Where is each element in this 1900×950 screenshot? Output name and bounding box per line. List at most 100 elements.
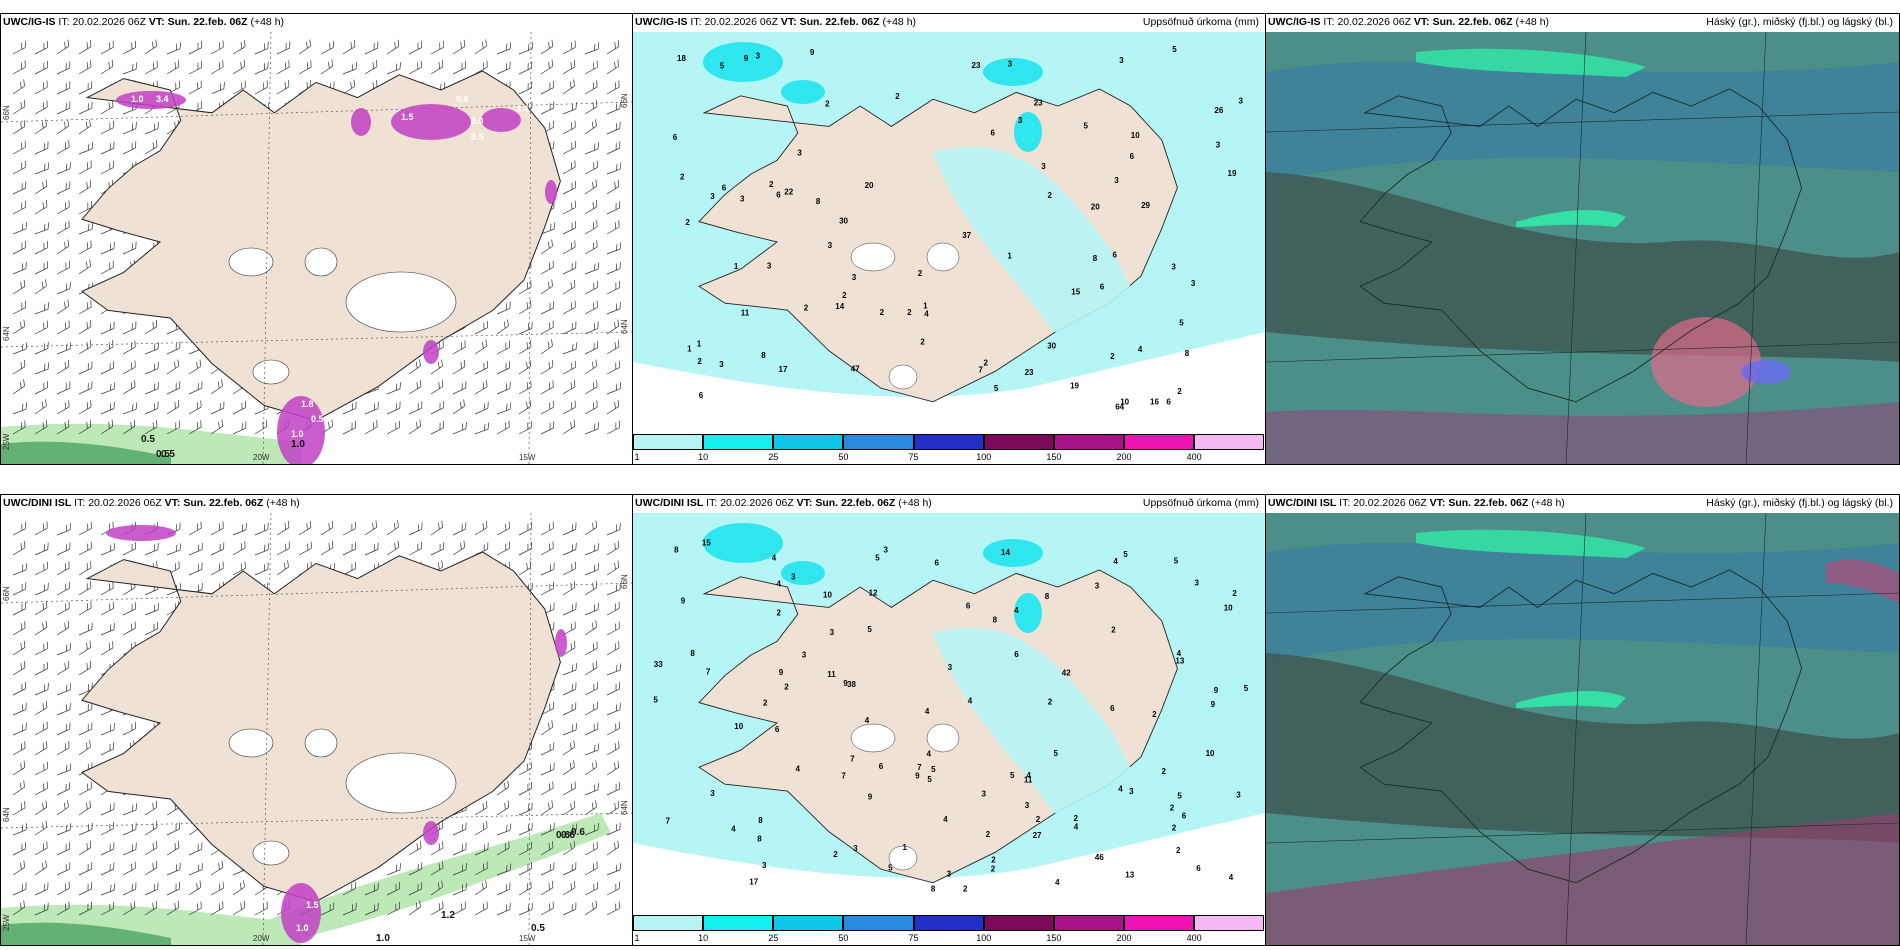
barb-staff	[34, 285, 47, 295]
precip-value: 5	[875, 554, 880, 563]
wind-barb	[12, 563, 28, 576]
barb-staff	[562, 348, 577, 355]
barb-flag	[174, 62, 176, 69]
precip-value: 8	[674, 545, 679, 554]
precip-value: 2	[763, 699, 768, 708]
wind-barb	[12, 682, 26, 696]
barb-flag	[245, 523, 247, 530]
barb-flag	[152, 902, 154, 910]
barb-flag	[399, 62, 401, 69]
barb-staff	[12, 207, 26, 215]
barb-staff	[188, 47, 202, 55]
barb-flag	[153, 343, 156, 351]
wind-barb	[540, 400, 554, 415]
barb-flag	[179, 822, 181, 829]
barb-flag	[306, 522, 308, 530]
snow-label: 1.5	[306, 900, 319, 910]
wind-barb	[144, 800, 158, 816]
precip-value: 22	[784, 187, 793, 196]
wind-barb	[188, 41, 202, 55]
glacier	[345, 752, 457, 814]
barb-staff	[584, 867, 598, 876]
barb-flag	[47, 222, 50, 230]
wind-barb	[562, 902, 577, 916]
barb-flag	[593, 883, 595, 891]
barb-flag	[614, 842, 616, 850]
wind-barb	[166, 900, 180, 916]
panel-wind-snow-row2: UWC/DINI ISL IT: 20.02.2026 06Z VT: Sun.…	[0, 494, 633, 946]
barb-flag	[483, 62, 485, 70]
barb-flag	[531, 802, 533, 810]
barb-staff	[34, 228, 49, 235]
barb-flag	[64, 622, 66, 630]
wind-barb	[364, 420, 378, 435]
precip-legend: 1 10 25 50 75 100 150 200 400	[633, 913, 1265, 945]
barb-flag	[69, 823, 72, 831]
wind-barb	[452, 540, 466, 556]
barb-flag	[68, 741, 70, 748]
rain-label: 0.5	[531, 923, 545, 934]
wind-barb	[562, 160, 576, 175]
barb-staff	[540, 407, 554, 415]
wind-barb	[12, 582, 27, 596]
barb-flag	[21, 603, 23, 611]
barb-staff	[78, 107, 92, 115]
barb-staff	[518, 768, 532, 776]
wind-barb	[254, 61, 269, 75]
barb-flag	[616, 163, 618, 171]
legend-tick: 150	[1046, 933, 1062, 943]
wind-barb	[122, 419, 136, 435]
barb-flag	[530, 761, 532, 769]
wind-barb	[12, 40, 26, 55]
barb-staff	[430, 907, 444, 916]
barb-staff	[56, 709, 71, 716]
barb-flag	[65, 824, 68, 832]
precip-value: 3	[1171, 262, 1176, 271]
barb-flag	[571, 524, 573, 531]
barb-flag	[503, 321, 506, 329]
barb-flag	[24, 621, 26, 628]
barb-staff	[12, 588, 26, 596]
wind-barb	[12, 860, 26, 876]
barb-flag	[619, 863, 621, 870]
wind-barb	[562, 261, 577, 275]
barb-flag	[43, 904, 45, 912]
barb-flag	[86, 563, 88, 570]
wind-barb	[144, 382, 159, 395]
barb-flag	[570, 742, 572, 750]
barb-flag	[574, 160, 576, 168]
barb-flag	[23, 760, 26, 768]
barb-flag	[222, 40, 224, 48]
barb-flag	[507, 319, 509, 327]
barb-flag	[241, 524, 244, 532]
wind-barb	[56, 200, 70, 215]
barb-staff	[56, 107, 70, 115]
barb-flag	[65, 903, 67, 911]
barb-flag	[306, 62, 309, 70]
wind-barb	[34, 179, 48, 195]
barb-staff	[562, 549, 577, 556]
barb-flag	[483, 844, 485, 852]
barb-flag	[42, 422, 44, 429]
barb-flag	[419, 359, 421, 367]
precip-value: 4	[865, 716, 870, 725]
barb-staff	[298, 45, 311, 55]
barb-staff	[78, 667, 92, 676]
precip-value: 12	[869, 589, 878, 598]
precip-value: 7	[978, 366, 983, 375]
barb-flag	[47, 582, 49, 590]
barb-flag	[87, 543, 89, 551]
convective-core	[1741, 360, 1791, 384]
barb-flag	[45, 279, 47, 287]
barb-flag	[19, 381, 22, 389]
barb-flag	[549, 604, 551, 612]
barb-staff	[12, 709, 27, 716]
precip-value: 2	[769, 180, 774, 189]
barb-flag	[178, 840, 180, 848]
barb-staff	[496, 308, 510, 315]
barb-flag	[87, 162, 89, 170]
barb-flag	[549, 262, 551, 270]
barb-staff	[386, 888, 400, 896]
barb-flag	[596, 380, 598, 387]
barb-flag	[594, 43, 596, 51]
